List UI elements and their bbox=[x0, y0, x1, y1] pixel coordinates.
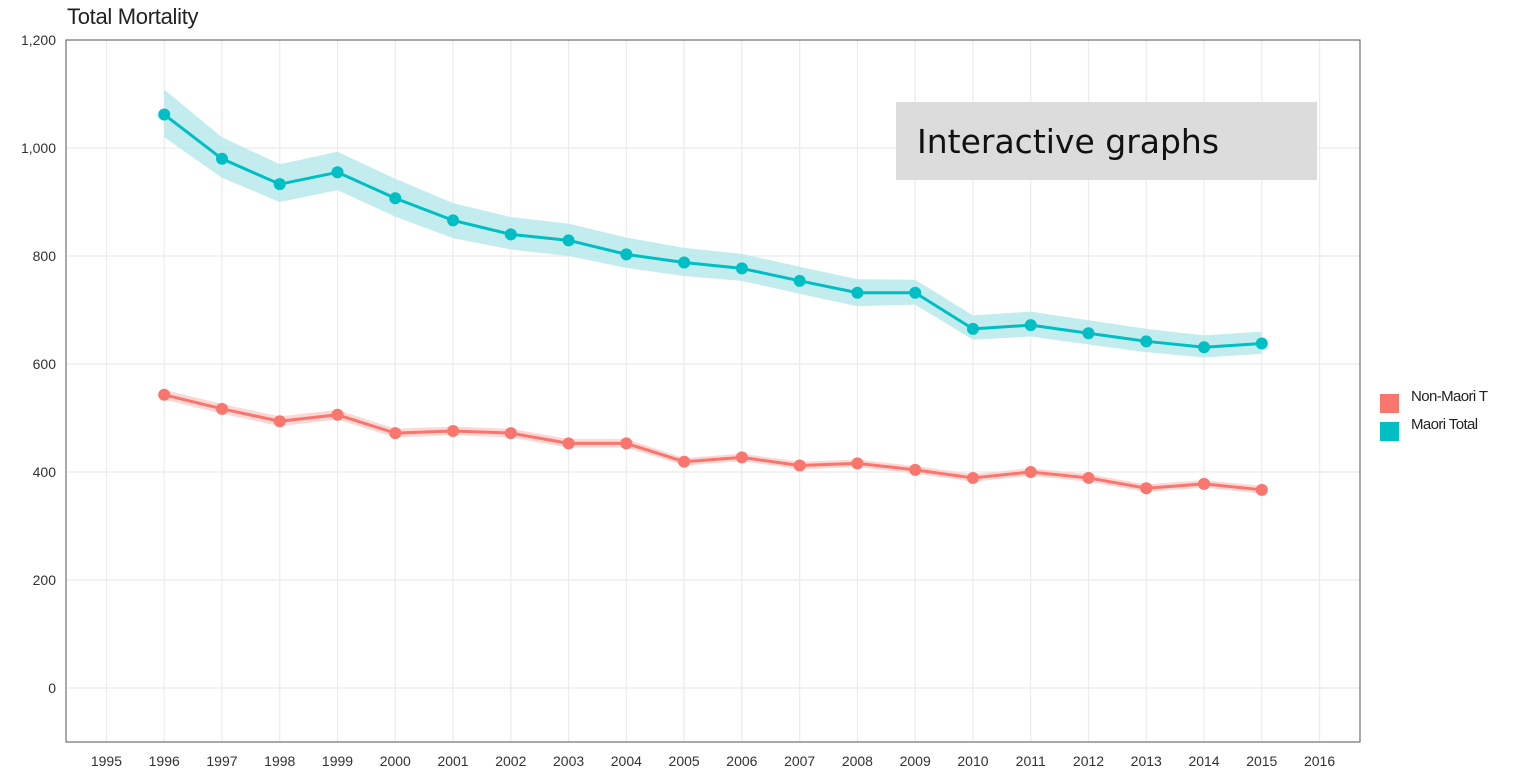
y-tick-label: 400 bbox=[33, 464, 57, 480]
data-point-maori[interactable] bbox=[678, 256, 691, 269]
data-point-maori[interactable] bbox=[620, 248, 633, 261]
data-point-maori[interactable] bbox=[1255, 337, 1268, 350]
data-point-non-maori[interactable] bbox=[447, 424, 460, 437]
data-point-maori[interactable] bbox=[1024, 319, 1037, 332]
x-tick-label: 1998 bbox=[264, 753, 295, 769]
x-tick-label: 2011 bbox=[1016, 753, 1046, 769]
data-point-maori[interactable] bbox=[793, 274, 806, 287]
chart-title: Total Mortality bbox=[67, 4, 199, 29]
data-point-non-maori[interactable] bbox=[504, 427, 517, 440]
data-point-maori[interactable] bbox=[1198, 341, 1211, 354]
x-tick-label: 2001 bbox=[437, 753, 468, 769]
axis-labels: 0 200 400 600 800 1,000 1,200 1995 1996 1997 1998 1… bbox=[21, 32, 1335, 769]
data-point-non-maori[interactable] bbox=[1024, 466, 1037, 478]
legend-item-maori[interactable]: Maori Total bbox=[1380, 414, 1537, 442]
x-tick-label: 2009 bbox=[900, 753, 931, 769]
data-point-non-maori[interactable] bbox=[620, 437, 633, 450]
legend-swatch-maori bbox=[1380, 421, 1399, 441]
data-point-maori[interactable] bbox=[1082, 327, 1095, 340]
data-point-non-maori[interactable] bbox=[1082, 471, 1095, 484]
x-tick-label: 2002 bbox=[495, 753, 526, 769]
data-point-maori[interactable] bbox=[562, 234, 575, 247]
x-tick-label: 2015 bbox=[1246, 753, 1277, 769]
legend: Non-Maori T Maori Total bbox=[1380, 386, 1537, 442]
x-tick-label: 1996 bbox=[149, 753, 180, 769]
data-point-non-maori[interactable] bbox=[215, 402, 228, 415]
data-point-maori[interactable] bbox=[851, 286, 864, 299]
data-point-maori[interactable] bbox=[504, 228, 517, 241]
data-point-non-maori[interactable] bbox=[389, 427, 402, 440]
data-point-non-maori[interactable] bbox=[1255, 483, 1268, 496]
data-point-maori[interactable] bbox=[966, 322, 979, 335]
series-line-maori bbox=[163, 113, 1262, 349]
x-tick-label: 2000 bbox=[380, 753, 411, 769]
x-tick-label: 2010 bbox=[957, 753, 988, 769]
data-points bbox=[158, 108, 1268, 496]
data-point-non-maori[interactable] bbox=[562, 437, 575, 450]
data-point-non-maori[interactable] bbox=[273, 415, 286, 428]
y-tick-label: 800 bbox=[33, 248, 57, 264]
y-tick-label: 1,200 bbox=[21, 32, 56, 48]
data-point-maori[interactable] bbox=[1140, 335, 1153, 348]
y-tick-label: 1,000 bbox=[21, 140, 56, 156]
confidence-band-maori bbox=[164, 89, 1262, 358]
x-tick-label: 2013 bbox=[1131, 753, 1162, 769]
y-tick-label: 0 bbox=[48, 680, 56, 696]
data-point-non-maori[interactable] bbox=[678, 455, 691, 468]
data-point-maori[interactable] bbox=[909, 286, 922, 299]
data-point-maori[interactable] bbox=[389, 192, 402, 205]
data-point-non-maori[interactable] bbox=[966, 471, 979, 484]
data-point-maori[interactable] bbox=[447, 214, 460, 227]
legend-item-non-maori[interactable]: Non-Maori T bbox=[1380, 386, 1537, 414]
legend-label-maori: Maori Total bbox=[1411, 415, 1478, 433]
data-point-non-maori[interactable] bbox=[909, 463, 922, 476]
x-tick-label: 2016 bbox=[1304, 753, 1335, 769]
data-point-non-maori[interactable] bbox=[1140, 482, 1153, 495]
data-point-maori[interactable] bbox=[158, 108, 171, 121]
x-tick-label: 2005 bbox=[669, 753, 700, 769]
data-point-non-maori[interactable] bbox=[1198, 477, 1211, 490]
data-point-non-maori[interactable] bbox=[793, 459, 806, 472]
legend-swatch-non-maori bbox=[1380, 393, 1399, 413]
callout-text: Interactive graphs bbox=[917, 121, 1220, 161]
x-tick-label: 2012 bbox=[1073, 753, 1104, 769]
confidence-bands bbox=[164, 89, 1262, 494]
x-tick-label: 2014 bbox=[1188, 753, 1219, 769]
x-tick-label: 1997 bbox=[206, 753, 237, 769]
legend-label-non-maori: Non-Maori T bbox=[1411, 387, 1488, 405]
data-point-non-maori[interactable] bbox=[331, 408, 344, 421]
data-point-maori[interactable] bbox=[735, 262, 748, 275]
x-tick-label: 2008 bbox=[842, 753, 873, 769]
data-point-non-maori[interactable] bbox=[158, 388, 171, 401]
x-tick-label: 2006 bbox=[726, 753, 757, 769]
x-tick-label: 1999 bbox=[322, 753, 353, 769]
data-point-maori[interactable] bbox=[331, 166, 344, 179]
x-tick-label: 2004 bbox=[611, 753, 642, 769]
data-point-maori[interactable] bbox=[273, 178, 286, 191]
x-tick-label: 1995 bbox=[91, 753, 122, 769]
plot-border bbox=[65, 39, 1361, 743]
y-tick-label: 200 bbox=[33, 572, 57, 588]
series-line-non-maori bbox=[163, 393, 1262, 492]
y-tick-label: 600 bbox=[33, 356, 57, 372]
series-lines bbox=[163, 113, 1262, 492]
x-tick-label: 2003 bbox=[553, 753, 584, 769]
data-point-non-maori[interactable] bbox=[735, 451, 748, 464]
interactive-graphs-callout: Interactive graphs bbox=[896, 102, 1317, 180]
x-tick-label: 2007 bbox=[784, 753, 815, 769]
data-point-maori[interactable] bbox=[215, 152, 228, 165]
data-point-non-maori[interactable] bbox=[851, 457, 864, 470]
